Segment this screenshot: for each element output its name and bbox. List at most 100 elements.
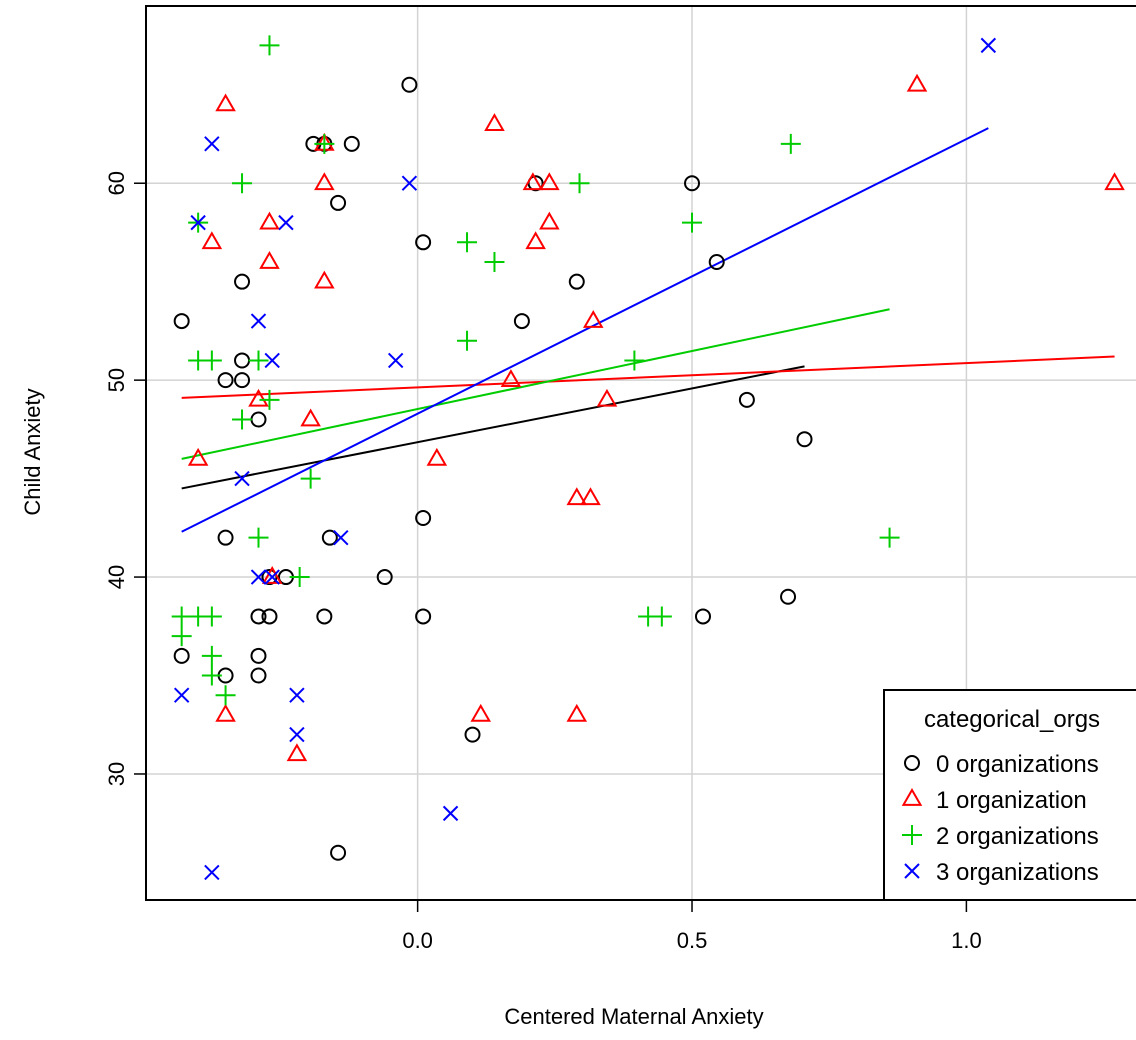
data-point [234,352,251,369]
data-point [525,231,546,250]
data-point [232,173,253,194]
data-point [187,447,209,466]
data-point [442,805,459,822]
y-tick-label: 40 [104,565,129,589]
data-point [201,350,222,371]
data-point [387,352,404,369]
legend-label-0: 0 organizations [936,751,1099,778]
data-point [457,330,478,351]
data-point [330,844,347,861]
data-point [682,212,703,233]
data-point [651,606,672,627]
data-point [204,864,220,881]
x-tick-label: 1.0 [951,928,982,953]
data-point [500,369,522,387]
data-point [259,35,280,56]
data-point [264,352,280,369]
data-point [484,113,505,131]
data-point [173,687,190,703]
data-point [204,136,220,152]
data-point [879,527,900,548]
data-point [321,529,338,546]
data-point [215,93,236,112]
data-point [624,350,645,371]
data-point [250,313,267,329]
legend-marker-3 [904,863,920,879]
data-point [190,214,206,231]
data-point [539,211,560,230]
data-point [232,409,253,430]
y-tick-label: 30 [104,762,129,786]
fit-line-2 [181,308,890,460]
data-point [248,527,269,548]
grid-lines [146,6,1136,900]
data-point [250,667,267,684]
data-point [738,391,755,408]
y-tick-label: 50 [104,368,129,392]
data-point [694,608,711,625]
x-tick-label: 0.0 [402,928,433,953]
series-1 [187,73,1125,762]
data-point [314,172,335,191]
axes: 0.0 0.5 1.0 30 40 50 60 [104,171,982,953]
fit-line-1 [181,355,1115,399]
data-point [264,569,280,585]
data-point [457,232,478,253]
data-point [1104,172,1125,191]
data-point [173,647,190,664]
data-point [314,270,335,289]
data-point [259,389,280,410]
data-point [217,372,234,389]
data-point [234,470,250,487]
data-point [201,606,222,627]
data-point [708,253,725,270]
data-point [259,250,280,269]
data-point [289,726,305,743]
data-point [980,37,997,54]
data-point [261,608,278,625]
data-point [289,687,305,703]
data-point [484,251,505,272]
data-point [780,588,797,605]
data-point [684,175,701,192]
series-0 [173,76,813,861]
data-point [171,626,192,647]
data-point [201,231,223,250]
data-point [259,211,280,230]
data-point [522,172,544,191]
legend-marker-0 [904,755,920,771]
data-point [215,685,236,706]
legend-box [883,689,1136,901]
data-point [201,645,222,666]
data-point [250,569,267,585]
data-point [343,135,360,152]
data-point [415,608,432,625]
legend: categorical_orgs 0 organizations 1 organi… [883,689,1136,901]
data-point [376,569,393,586]
data-point [780,133,801,154]
regression-lines [181,127,1115,533]
y-tick-label: 60 [104,171,129,195]
data-point [300,468,321,489]
data-point [314,133,335,154]
data-point [566,487,588,506]
x-axis-label: Centered Maternal Anxiety [504,1004,763,1029]
data-point [796,431,813,448]
data-point [234,273,251,290]
data-point [250,647,267,664]
data-point [173,313,190,330]
data-point [401,175,418,191]
legend-marker-2 [902,825,922,845]
legend-label-1: 1 organization [936,787,1087,814]
data-point [464,726,481,743]
legend-label-2: 2 organizations [936,823,1099,850]
x-tick-label: 0.5 [677,928,708,953]
data-point [596,388,618,407]
data-point [568,273,585,290]
y-axis-label: Child Anxiety [20,388,45,515]
data-point [286,743,308,762]
data-point [582,310,604,328]
data-point [234,372,251,389]
legend-title: categorical_orgs [924,706,1100,733]
